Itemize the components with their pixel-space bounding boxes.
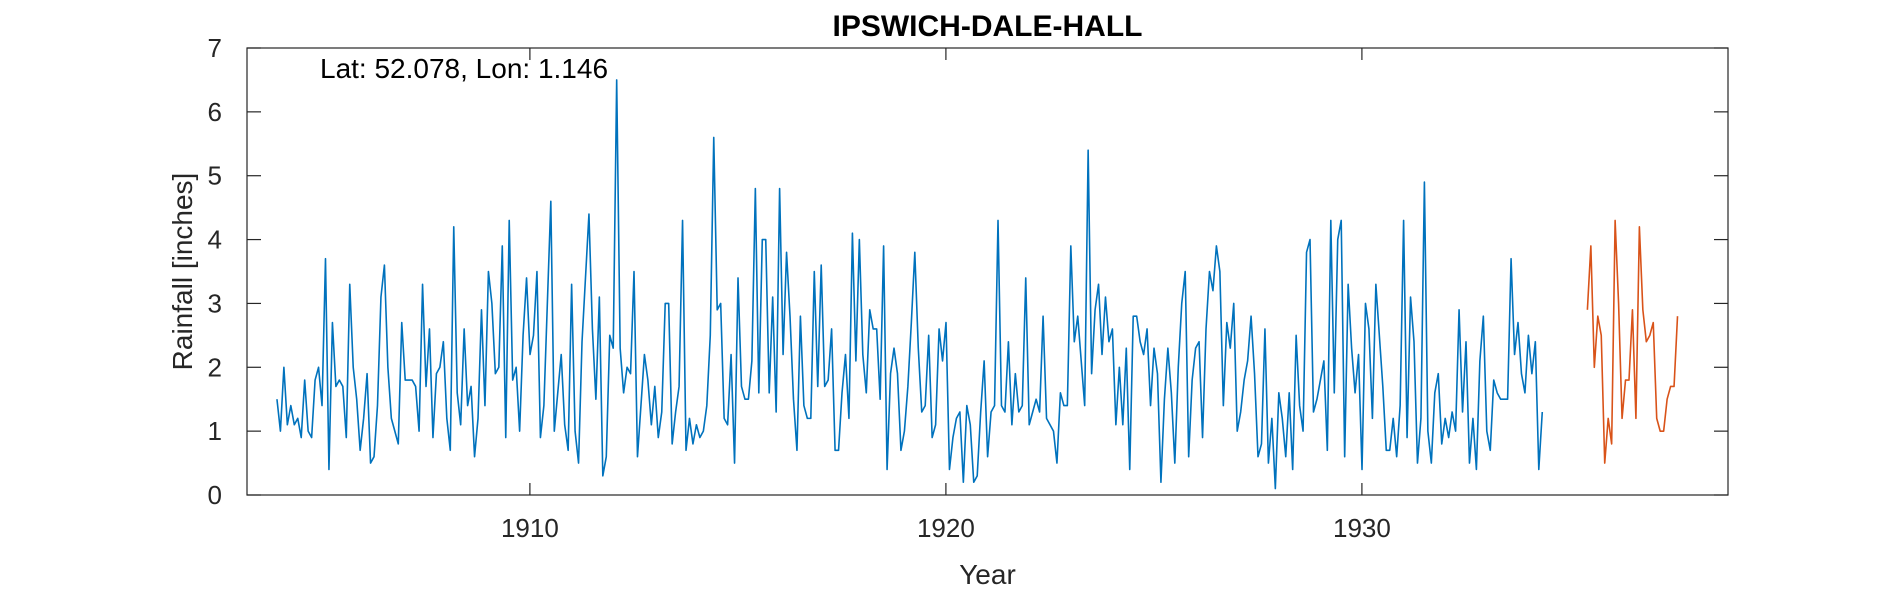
x-axis: 1910 1920 1930 bbox=[501, 48, 1391, 543]
y-axis-label: Rainfall [inches] bbox=[167, 173, 198, 371]
y-tick-label: 4 bbox=[208, 225, 222, 255]
y-tick-label: 2 bbox=[208, 352, 222, 382]
plot-frame bbox=[246, 47, 1729, 496]
y-tick-label: 0 bbox=[208, 480, 222, 510]
series-line-recent bbox=[1586, 219, 1679, 464]
plot-area bbox=[247, 48, 1728, 495]
series-line-observed bbox=[276, 79, 1544, 490]
x-tick-label: 1930 bbox=[1333, 513, 1391, 543]
chart-title: IPSWICH-DALE-HALL bbox=[833, 10, 1143, 43]
y-tick-label: 3 bbox=[208, 288, 222, 318]
x-tick-label: 1920 bbox=[917, 513, 975, 543]
y-tick-label: 7 bbox=[208, 33, 222, 63]
y-axis: 0 1 2 3 4 5 6 7 bbox=[208, 33, 1728, 510]
y-tick-label: 1 bbox=[208, 416, 222, 446]
y-tick-label: 5 bbox=[208, 161, 222, 191]
y-tick-label: 6 bbox=[208, 97, 222, 127]
series-layer bbox=[276, 79, 1679, 490]
x-axis-label: Year bbox=[959, 559, 1016, 590]
location-annotation: Lat: 52.078, Lon: 1.146 bbox=[320, 53, 608, 84]
x-tick-label: 1910 bbox=[501, 513, 559, 543]
